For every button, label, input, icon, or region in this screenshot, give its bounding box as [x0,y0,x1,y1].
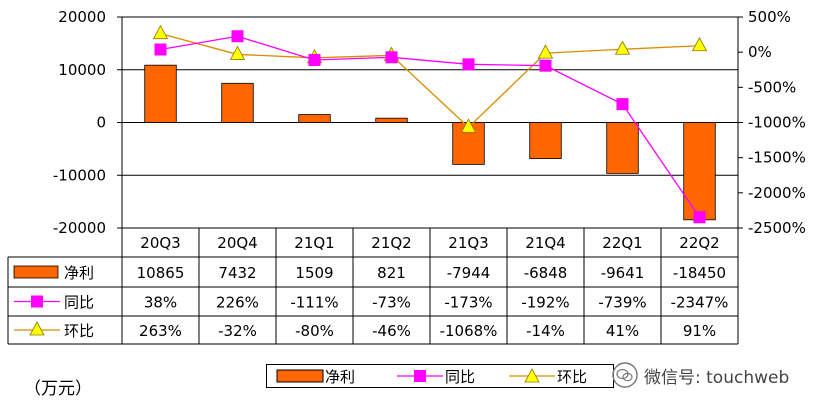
watermark-text: 微信号: touchweb [644,367,790,388]
right-axis-tick-label: -1000% [748,114,806,132]
right-axis-tick-label: -2500% [748,219,806,237]
square-marker [385,51,398,64]
legend-label-qoq: 环比 [557,367,588,386]
legend-item-qoq: 环比 [507,366,587,386]
square-marker [693,211,706,224]
data-cell: -192% [521,294,569,312]
triangle-marker [691,36,708,52]
square-marker [616,98,629,111]
watermark: 微信号: touchweb [612,358,834,392]
data-cell: 38% [144,294,177,312]
triangle-marker [229,45,246,60]
left-axis-tick-label: 0 [96,114,106,132]
bar [298,114,331,123]
triangle-marker [537,44,554,59]
row-key-bar [13,265,59,279]
category-label: 22Q1 [602,234,642,252]
row-header: 同比 [64,294,94,312]
data-cell: 7432 [218,264,256,282]
series-line [160,35,701,218]
bar [683,122,716,221]
unit-label: （万元） [24,379,92,399]
legend-label-profit: 净利 [325,367,356,386]
triangle-marker-icon [509,368,555,383]
square-marker [154,43,167,56]
legend-item-yoy: 同比 [395,366,475,386]
bar [606,122,639,174]
bar [221,82,254,123]
right-axis-tick-label: -2000% [748,184,806,202]
bar [529,122,562,160]
row-key-triangle-marker [29,321,45,336]
legend: 净利 同比 环比 [266,364,614,388]
data-cell: -18450 [673,264,726,282]
square-marker [231,30,244,43]
data-cell: -73% [372,294,411,312]
data-cell: 226% [216,294,259,312]
data-cell: 91% [683,322,716,340]
data-cell: -32% [218,322,257,340]
data-cell: -739% [598,294,646,312]
left-axis-tick-label: 20000 [58,8,106,26]
square-marker [462,58,475,71]
left-axis-tick-label: 10000 [58,61,106,79]
category-label: 21Q3 [448,234,488,252]
data-cell: 821 [377,264,406,282]
legend-label-yoy: 同比 [445,367,476,386]
bar [144,64,177,123]
square-marker [308,53,321,66]
triangle-marker [152,24,169,40]
row-header: 环比 [64,322,94,340]
data-cell: -7944 [447,264,491,282]
data-cell: 41% [606,322,639,340]
row-header: 净利 [64,264,94,282]
square-marker-icon [397,370,443,382]
data-cell: -80% [295,322,334,340]
data-cell: 263% [139,322,182,340]
data-cell: -9641 [601,264,645,282]
data-cell: -14% [526,322,565,340]
triangle-marker [460,118,477,133]
data-cell: -46% [372,322,411,340]
legend-item-profit: 净利 [275,366,355,386]
series-line [160,33,700,129]
wechat-icon [612,362,638,388]
data-cell: -173% [444,294,492,312]
right-axis-tick-label: -1500% [748,149,806,167]
left-axis-tick-label: -10000 [53,166,106,184]
row-key-square-marker [31,295,43,308]
category-label: 22Q2 [679,234,719,252]
square-marker [539,59,552,72]
category-label: 21Q1 [294,234,334,252]
right-axis-tick-label: 500% [748,8,791,26]
bar-swatch-icon [276,369,324,383]
right-axis-tick-label: 0% [748,43,772,61]
category-label: 20Q3 [140,234,180,252]
data-cell: -6848 [524,264,568,282]
category-label: 21Q2 [371,234,411,252]
data-cell: 1509 [295,264,333,282]
triangle-marker [614,40,631,55]
category-label: 20Q4 [217,234,257,252]
bar [375,117,408,123]
data-cell: -1068% [440,322,498,340]
data-cell: -2347% [671,294,729,312]
data-cell: 10865 [137,264,185,282]
right-axis-tick-label: -500% [748,78,796,96]
category-label: 21Q4 [525,234,565,252]
left-axis-tick-label: -20000 [53,219,106,237]
data-cell: -111% [290,294,338,312]
